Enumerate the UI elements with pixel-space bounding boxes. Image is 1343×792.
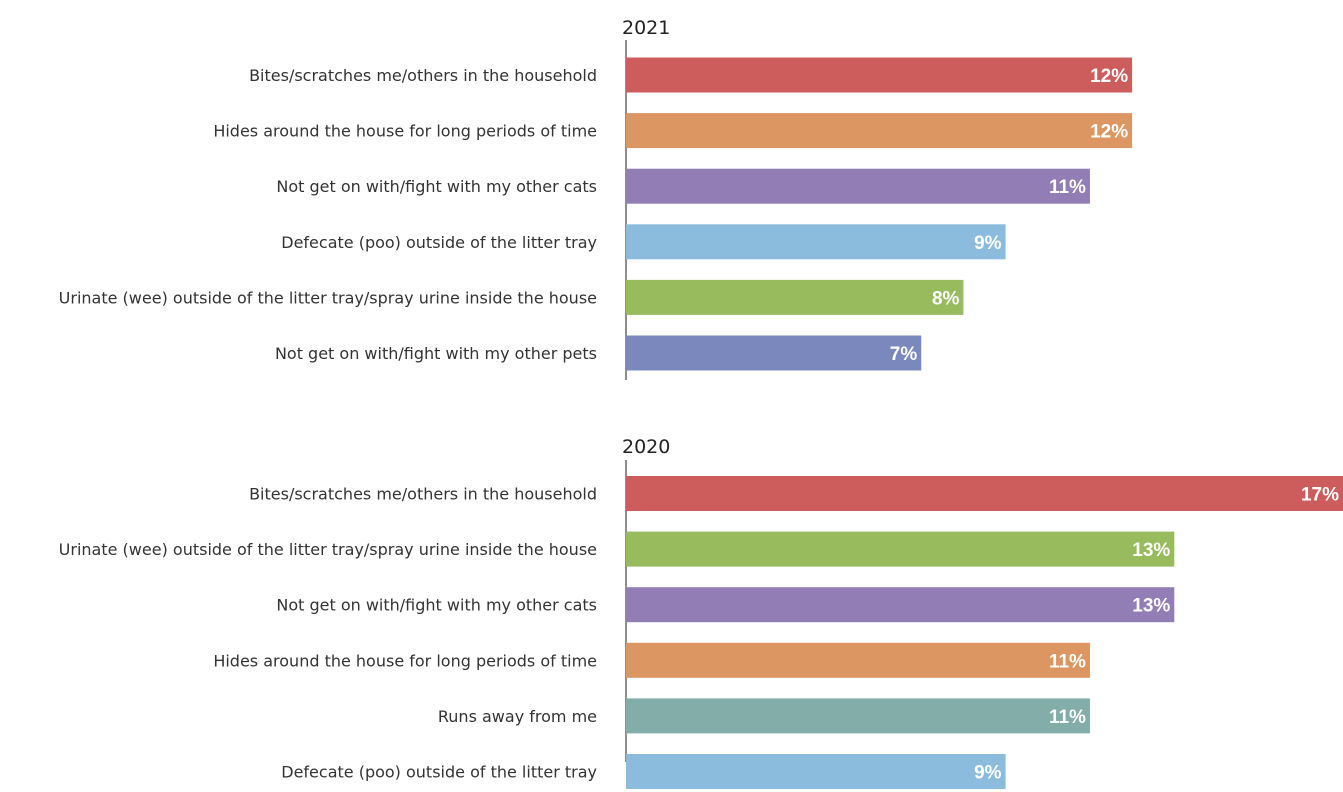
- bar: [626, 476, 1343, 511]
- bar-value-label: 9%: [974, 233, 1002, 254]
- category-label: Hides around the house for long periods …: [213, 651, 597, 670]
- chart-panel-2021: 2021 Bites/scratches me/others in the ho…: [59, 17, 1133, 380]
- bar: [626, 335, 922, 371]
- chart-panel-2020: 2020 Bites/scratches me/others in the ho…: [59, 436, 1343, 789]
- category-label: Defecate (poo) outside of the litter tra…: [281, 763, 597, 782]
- panel-title: 2020: [622, 436, 670, 458]
- category-label: Bites/scratches me/others in the househo…: [249, 485, 597, 504]
- category-label: Not get on with/fight with my other pets: [275, 344, 597, 363]
- bar-value-label: 17%: [1301, 485, 1339, 506]
- bar: [626, 642, 1090, 678]
- category-label: Not get on with/fight with my other cats: [276, 177, 597, 196]
- category-label: Hides around the house for long periods …: [213, 122, 597, 141]
- bar: [626, 224, 1006, 260]
- bar-value-label: 11%: [1049, 707, 1086, 728]
- bar-value-label: 13%: [1132, 540, 1170, 561]
- category-label: Urinate (wee) outside of the litter tray…: [59, 540, 597, 559]
- bar-value-label: 7%: [890, 344, 918, 365]
- bar: [626, 279, 964, 315]
- panel-title: 2021: [622, 17, 670, 39]
- category-label: Runs away from me: [438, 707, 597, 726]
- bar-value-label: 13%: [1132, 596, 1170, 617]
- bar: [626, 113, 1133, 149]
- bar: [626, 587, 1175, 623]
- bar-value-label: 12%: [1090, 66, 1128, 87]
- category-label: Bites/scratches me/others in the househo…: [249, 66, 597, 85]
- bar-value-label: 8%: [932, 288, 960, 309]
- bar: [626, 168, 1090, 204]
- bar: [626, 698, 1090, 734]
- bar-value-label: 11%: [1049, 651, 1086, 672]
- bar-value-label: 9%: [974, 763, 1002, 784]
- category-label: Defecate (poo) outside of the litter tra…: [281, 233, 597, 252]
- bar: [626, 57, 1133, 93]
- bar: [626, 754, 1006, 789]
- bar: [626, 531, 1175, 567]
- category-label: Urinate (wee) outside of the litter tray…: [59, 288, 597, 307]
- bar-value-label: 11%: [1049, 177, 1086, 198]
- category-label: Not get on with/fight with my other cats: [276, 596, 597, 615]
- bar-value-label: 12%: [1090, 122, 1128, 143]
